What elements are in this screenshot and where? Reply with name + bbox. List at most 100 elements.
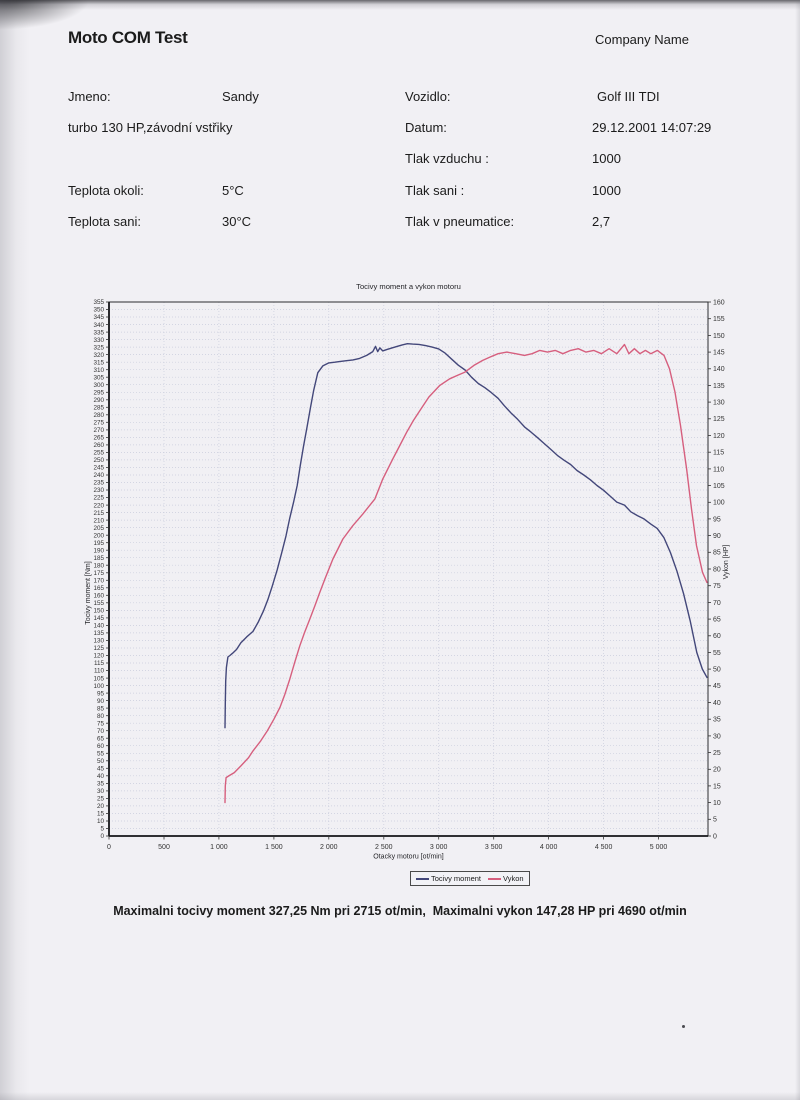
scan-edge-top <box>0 0 800 10</box>
y-left-tick-label: 55 <box>97 751 105 758</box>
y-right-tick-label: 55 <box>713 650 721 657</box>
chart-title: Tocivy moment a vykon motoru <box>356 282 461 291</box>
teplota-sani-label: Teplota sani: <box>68 214 141 229</box>
y-right-tick-label: 85 <box>713 550 721 557</box>
y-left-tick-label: 130 <box>93 638 104 645</box>
tlak-sani-label: Tlak sani : <box>405 183 465 198</box>
y-left-tick-label: 45 <box>97 766 105 773</box>
y-left-tick-label: 300 <box>93 382 104 389</box>
y-left-tick-label: 160 <box>93 593 104 600</box>
scan-edge-right <box>795 0 800 1100</box>
y-left-tick-label: 200 <box>93 532 104 539</box>
y-left-tick-label: 75 <box>97 720 105 727</box>
y-right-tick-label: 130 <box>713 400 725 407</box>
y-left-tick-label: 15 <box>97 811 105 818</box>
y-left-tick-label: 40 <box>97 773 105 780</box>
y-right-tick-label: 155 <box>713 316 725 323</box>
y-left-tick-label: 335 <box>93 329 104 336</box>
datum-value: 29.12.2001 14:07:29 <box>592 120 712 135</box>
teplota-okoli-value: 5°C <box>222 183 244 198</box>
y-left-tick-label: 170 <box>93 578 104 585</box>
y-right-tick-label: 160 <box>713 299 725 306</box>
y-left-tick-label: 95 <box>97 690 105 697</box>
y-left-tick-label: 155 <box>93 600 104 607</box>
y-right-tick-label: 115 <box>713 450 724 457</box>
x-tick-label: 4 000 <box>540 844 558 851</box>
y-right-tick-label: 135 <box>713 383 725 390</box>
y-left-tick-label: 350 <box>93 307 104 314</box>
y-right-tick-label: 35 <box>713 717 721 724</box>
y-left-tick-label: 345 <box>93 314 104 321</box>
y-axis-right-label: Vykon [HP] <box>723 545 730 580</box>
y-right-tick-label: 90 <box>713 533 721 540</box>
tlak-sani-value: 1000 <box>592 183 621 198</box>
y-right-tick-label: 45 <box>713 683 721 690</box>
y-left-tick-label: 70 <box>97 728 105 735</box>
y-left-tick-label: 115 <box>94 660 105 667</box>
y-left-tick-label: 125 <box>93 645 104 652</box>
y-left-tick-label: 305 <box>93 374 104 381</box>
plot-border <box>108 301 709 837</box>
x-tick-label: 2 500 <box>375 844 393 851</box>
y-right-tick-label: 75 <box>713 583 721 590</box>
y-left-tick-label: 320 <box>93 352 104 359</box>
scan-edge-top-left <box>0 0 90 30</box>
legend-label: Tocivy moment <box>431 874 482 883</box>
y-left-tick-label: 5 <box>100 826 104 833</box>
scan-edge-left <box>0 0 30 1100</box>
y-right-tick-label: 70 <box>713 600 721 607</box>
y-left-tick-label: 205 <box>93 525 104 532</box>
y-left-tick-label: 150 <box>93 608 104 615</box>
y-left-tick-label: 35 <box>97 781 105 788</box>
x-tick-label: 2 000 <box>320 844 338 851</box>
legend-item-vykon: Vykon <box>488 874 524 883</box>
y-left-tick-label: 240 <box>93 472 104 479</box>
y-right-tick-label: 30 <box>713 733 721 740</box>
y-left-tick-label: 190 <box>93 547 104 554</box>
series-tocivy-moment <box>224 342 708 729</box>
legend-swatch <box>416 877 429 880</box>
datum-label: Datum: <box>405 120 447 135</box>
y-right-tick-label: 25 <box>713 750 721 757</box>
y-right-tick-label: 20 <box>713 767 721 774</box>
y-left-tick-label: 135 <box>93 630 104 637</box>
y-left-tick-label: 175 <box>93 570 104 577</box>
x-tick-label: 4 500 <box>595 844 613 851</box>
y-left-tick-label: 250 <box>93 457 104 464</box>
y-left-tick-label: 30 <box>97 788 105 795</box>
legend-label: Vykon <box>503 874 524 883</box>
y-left-tick-label: 145 <box>93 615 104 622</box>
y-left-tick-label: 230 <box>93 487 104 494</box>
y-left-tick-label: 355 <box>93 299 104 306</box>
y-left-tick-label: 220 <box>93 502 104 509</box>
y-left-tick-label: 280 <box>93 412 104 419</box>
y-right-tick-label: 105 <box>713 483 725 490</box>
y-right-tick-label: 140 <box>713 366 725 373</box>
y-left-tick-label: 315 <box>93 359 104 366</box>
y-left-tick-label: 140 <box>93 623 104 630</box>
tlak-vzduchu-label: Tlak vzduchu : <box>405 151 489 166</box>
y-left-tick-label: 185 <box>93 555 104 562</box>
legend-item-tocivy-moment: Tocivy moment <box>416 874 481 883</box>
y-right-tick-label: 60 <box>713 633 721 640</box>
series-vykon <box>224 343 708 804</box>
y-left-tick-label: 225 <box>93 495 104 502</box>
dyno-chart: 0 5 10 15 20 25 30 35 40 45 50 55 60 65 70 75 80 85 90 95 10… <box>0 278 800 878</box>
y-left-tick-label: 0 <box>100 833 104 840</box>
y-left-tick-label: 285 <box>93 405 104 412</box>
tlak-pneumatice-value: 2,7 <box>592 214 611 229</box>
y-left-tick-label: 215 <box>93 510 104 517</box>
teplota-okoli-label: Teplota okoli: <box>68 183 144 198</box>
y-axis-left-label: Tocivy moment [Nm] <box>85 561 92 624</box>
y-right-tick-label: 0 <box>713 833 717 840</box>
y-left-tick-label: 255 <box>93 450 104 457</box>
y-left-tick-label: 330 <box>93 337 104 344</box>
y-right-tick-label: 10 <box>713 800 721 807</box>
scan-speckle <box>682 1025 685 1028</box>
y-left-tick-label: 165 <box>93 585 104 592</box>
y-right-tick-label: 110 <box>713 466 724 473</box>
y-left-tick-label: 25 <box>97 796 105 803</box>
scan-edge-bottom <box>0 1092 800 1100</box>
y-left-tick-label: 120 <box>93 653 104 660</box>
